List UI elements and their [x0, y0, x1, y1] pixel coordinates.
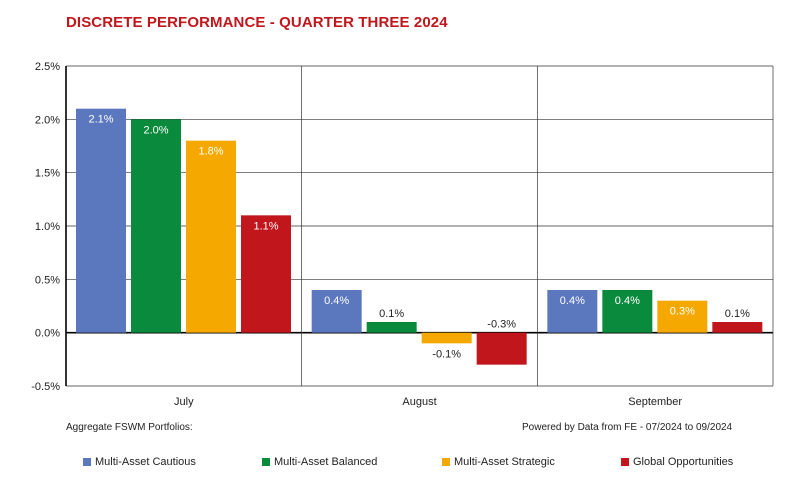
legend-item: Multi-Asset Balanced [262, 456, 377, 468]
data-label: 0.4% [615, 295, 640, 307]
y-tick-label: -0.5% [31, 381, 60, 393]
bar-multi-asset-strategic-september [657, 300, 708, 333]
bar-multi-asset-balanced-august [366, 322, 417, 333]
legend-swatch [262, 458, 270, 466]
legend-item: Multi-Asset Cautious [83, 456, 196, 468]
y-tick-label: 0.0% [35, 328, 60, 340]
bar-multi-asset-strategic-august [421, 332, 472, 344]
bar-multi-asset-cautious-september [547, 290, 598, 333]
data-label: 2.0% [143, 124, 168, 136]
y-tick-label: 0.5% [35, 274, 60, 286]
bar-chart: 2.5% 2.0% 1.5% 1.0% 0.5% 0.0% -0.5% 2.1% 2.0% 1.8… [31, 61, 774, 408]
bar-multi-asset-balanced-september [602, 290, 653, 333]
bar-multi-asset-balanced-july [131, 119, 181, 333]
x-tick-label: July [174, 396, 194, 408]
data-label: 1.1% [253, 220, 278, 232]
bar-global-opportunities-august [476, 332, 527, 365]
bar-multi-asset-cautious-july [76, 108, 126, 333]
x-tick-label: August [402, 396, 436, 408]
legend-swatch [442, 458, 450, 466]
data-label: 0.1% [725, 308, 750, 320]
data-label: 0.1% [379, 308, 404, 320]
data-label: 1.8% [198, 146, 223, 158]
data-label: -0.1% [432, 348, 461, 360]
legend-swatch [621, 458, 629, 466]
legend-label: Multi-Asset Cautious [95, 456, 196, 468]
legend-label: Multi-Asset Strategic [454, 456, 555, 468]
y-tick-label: 2.5% [35, 61, 60, 73]
x-tick-label: September [628, 396, 682, 408]
data-label: 0.3% [670, 306, 695, 318]
legend-item: Global Opportunities [621, 456, 733, 468]
bar-multi-asset-strategic-july [186, 140, 236, 333]
bar-multi-asset-cautious-august [311, 290, 362, 333]
data-label: -0.3% [487, 319, 516, 331]
chart-title: DISCRETE PERFORMANCE - QUARTER THREE 202… [66, 14, 448, 31]
legend-item: Multi-Asset Strategic [442, 456, 555, 468]
data-label: 2.1% [88, 114, 113, 126]
bar-global-opportunities-september [712, 322, 763, 333]
legend-swatch [83, 458, 91, 466]
legend-label: Multi-Asset Balanced [274, 456, 378, 468]
y-tick-label: 2.0% [35, 114, 60, 126]
legend-label: Global Opportunities [633, 456, 734, 468]
data-label: 0.4% [560, 295, 585, 307]
bar-global-opportunities-july [241, 215, 291, 333]
data-label: 0.4% [324, 295, 349, 307]
y-tick-label: 1.5% [35, 168, 60, 180]
y-tick-label: 1.0% [35, 221, 60, 233]
portfolio-note: Aggregate FSWM Portfolios: [66, 422, 193, 433]
source-note: Powered by Data from FE - 07/2024 to 09/… [522, 422, 733, 433]
chart-legend: Multi-Asset Cautious Multi-Asset Balanced… [0, 456, 800, 472]
